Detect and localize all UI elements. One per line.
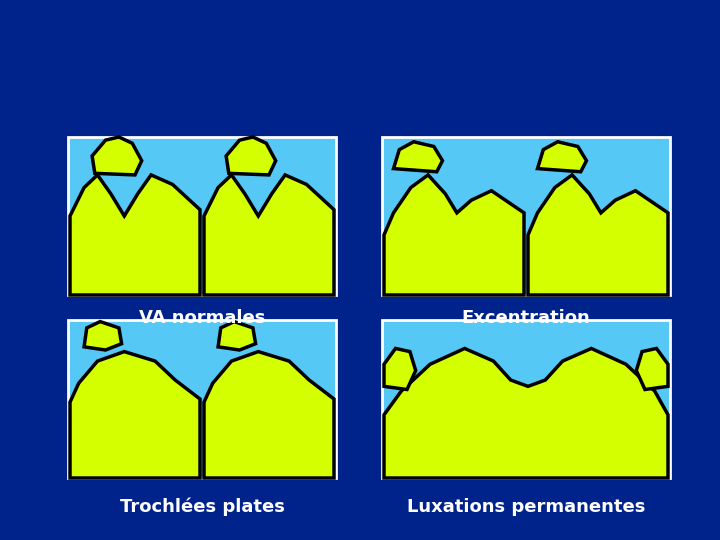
FancyBboxPatch shape (382, 320, 670, 478)
Polygon shape (218, 322, 256, 350)
Polygon shape (528, 175, 668, 295)
Polygon shape (204, 175, 334, 295)
Polygon shape (538, 141, 587, 172)
Text: Luxations permanentes: Luxations permanentes (407, 498, 645, 516)
Text: VA normales: VA normales (139, 309, 265, 327)
Polygon shape (394, 141, 443, 172)
Text: Excentration: Excentration (462, 309, 590, 327)
Polygon shape (84, 322, 122, 350)
Polygon shape (92, 137, 142, 175)
Text: Trochlées plates: Trochlées plates (120, 498, 284, 516)
Polygon shape (384, 348, 415, 389)
FancyBboxPatch shape (68, 137, 336, 295)
Polygon shape (70, 175, 200, 295)
Polygon shape (70, 352, 200, 478)
Polygon shape (204, 352, 334, 478)
Polygon shape (384, 175, 524, 295)
Polygon shape (226, 137, 276, 175)
FancyBboxPatch shape (68, 320, 336, 478)
FancyBboxPatch shape (382, 137, 670, 295)
Polygon shape (384, 348, 668, 478)
Polygon shape (636, 348, 668, 389)
